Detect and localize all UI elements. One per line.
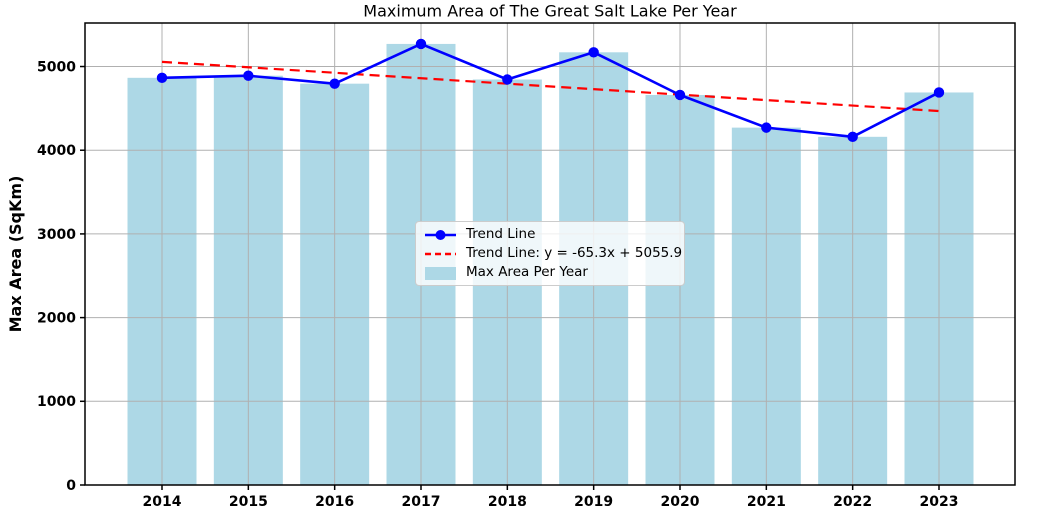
legend-item-trend-equation: Trend Line: y = -65.3x + 5055.9 <box>424 244 682 263</box>
line-series <box>156 38 945 143</box>
legend-label-trend-line: Trend Line <box>466 226 536 242</box>
y-axis-label: Max Area (SqKm) <box>6 176 25 333</box>
data-point-2019 <box>588 47 599 58</box>
y-tick-label-2000: 2000 <box>37 311 76 327</box>
data-point-2022 <box>847 131 858 143</box>
legend-line-marker-swatch <box>425 229 456 240</box>
data-point-2016 <box>329 78 340 89</box>
legend-patch-sample <box>425 266 456 280</box>
y-tick-label-5000: 5000 <box>37 59 76 75</box>
data-point-2023 <box>933 87 945 98</box>
x-tick-label-2018: 2018 <box>488 494 527 510</box>
data-point-2014 <box>156 72 168 84</box>
data-line <box>161 42 940 139</box>
trend-line <box>161 60 940 113</box>
legend-label-trend-equation: Trend Line: y = -65.3x + 5055.9 <box>466 245 683 261</box>
data-point-2017 <box>415 38 427 50</box>
legend-dashed-line-swatch <box>425 252 456 255</box>
legend-bar-swatch <box>425 266 456 280</box>
legend-marker-sample <box>435 229 446 240</box>
plot-border <box>84 22 1016 486</box>
legend-label-max-area: Max Area Per Year <box>466 264 588 280</box>
x-tick-label-2017: 2017 <box>402 494 441 510</box>
x-tick-label-2016: 2016 <box>315 494 354 510</box>
data-point-2020 <box>674 89 686 101</box>
data-point-2015 <box>243 70 254 81</box>
y-tick-label-3000: 3000 <box>37 227 76 243</box>
x-tick-label-2020: 2020 <box>661 494 700 510</box>
x-tick-label-2021: 2021 <box>747 494 786 510</box>
x-tick-label-2019: 2019 <box>574 494 613 510</box>
chart-title: Maximum Area of The Great Salt Lake Per … <box>363 2 737 21</box>
y-tick-label-0: 0 <box>66 478 76 494</box>
x-tick-label-2014: 2014 <box>143 494 182 510</box>
y-tick-label-1000: 1000 <box>37 394 76 410</box>
y-tick-label-4000: 4000 <box>37 143 76 159</box>
x-tick-label-2015: 2015 <box>229 494 268 510</box>
chart-legend: Trend Line Trend Line: y = -65.3x + 5055… <box>415 221 685 286</box>
x-tick-label-2023: 2023 <box>920 494 959 510</box>
trendline-series <box>161 60 940 113</box>
legend-item-max-area: Max Area Per Year <box>424 263 676 282</box>
x-tick-label-2022: 2022 <box>833 494 872 510</box>
data-point-2021 <box>761 122 772 133</box>
legend-item-trend-line: Trend Line <box>424 225 676 244</box>
data-point-2018 <box>502 74 513 85</box>
axes: 0 1000 2000 3000 4000 5000 2014 2015 2016 2017 201… <box>37 22 1016 510</box>
